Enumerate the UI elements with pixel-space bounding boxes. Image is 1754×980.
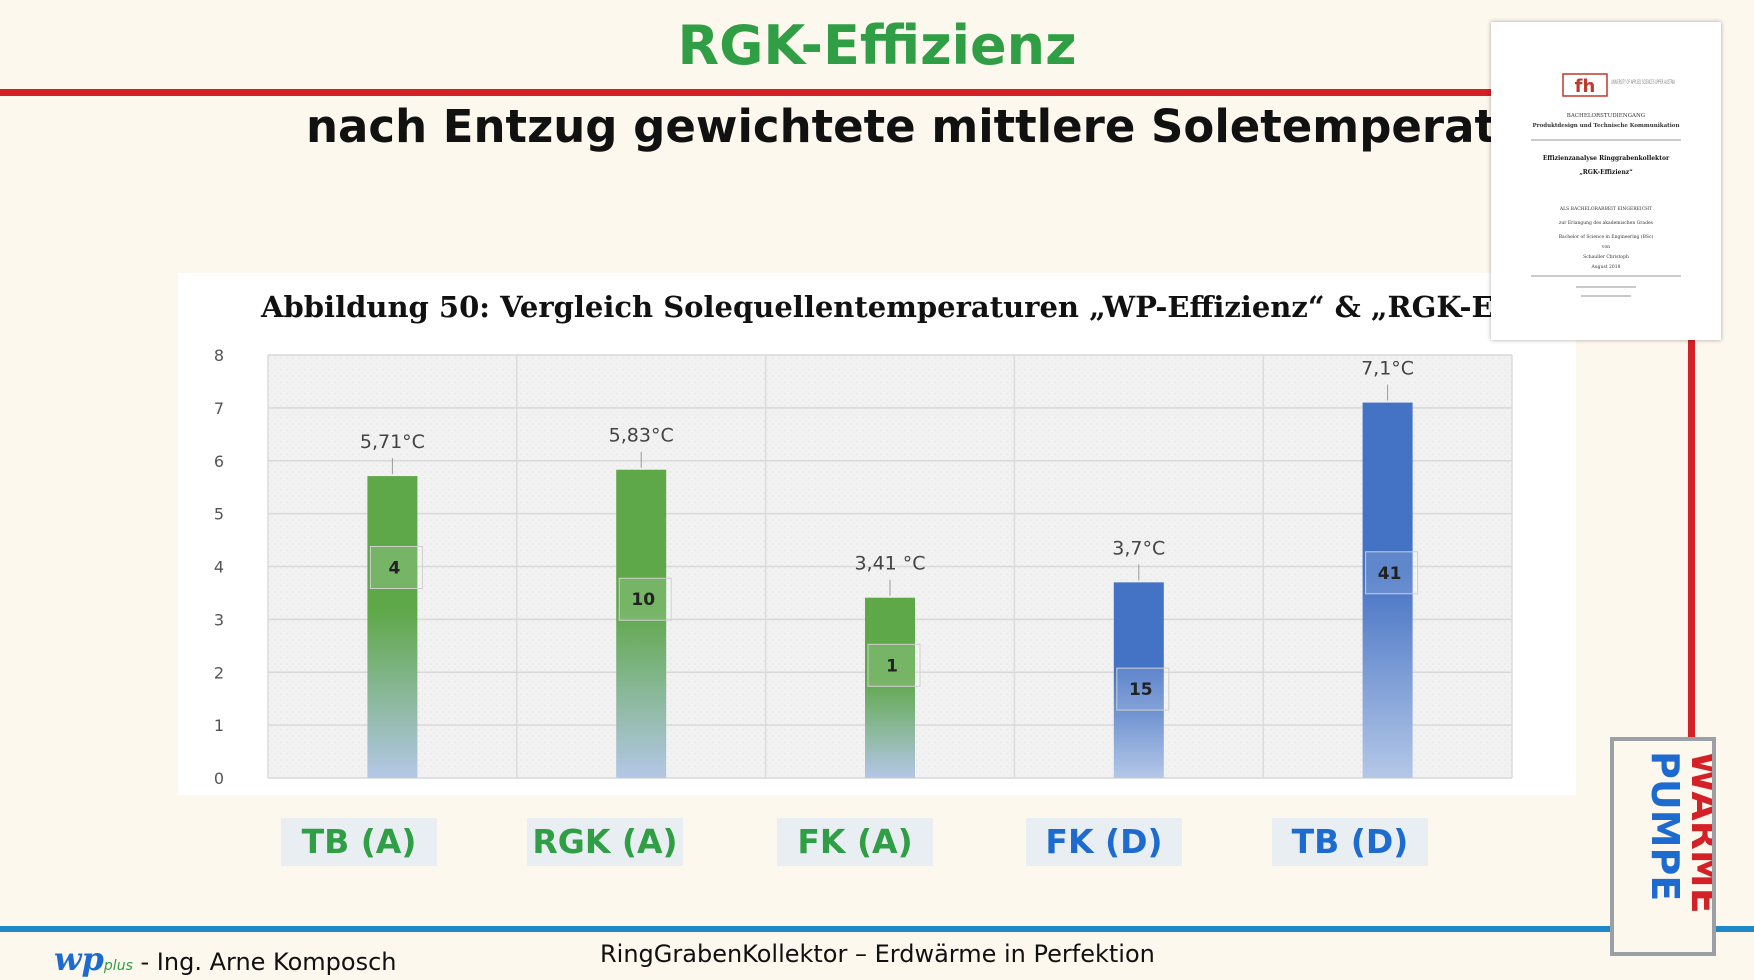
count-label: 41 <box>1378 564 1402 584</box>
wp-logo-plus: plus <box>103 958 133 974</box>
count-label-box <box>1365 551 1419 595</box>
thesis-author: Schauller Christoph <box>1583 254 1629 260</box>
footer-tagline: RingGrabenKollektor – Erdwärme in Perfek… <box>600 940 1155 968</box>
thesis-degree: Bachelor of Science in Engineering (BSc) <box>1559 233 1654 240</box>
wp-logo-icon: wp <box>54 940 104 978</box>
count-label-box <box>867 643 921 687</box>
category-label: RGK (A) <box>527 818 683 866</box>
y-tick-label: 0 <box>214 769 224 788</box>
thesis-purpose: zur Erlangung des akademischen Grades <box>1559 220 1654 226</box>
y-tick-label: 6 <box>214 452 224 471</box>
thesis-by: von <box>1601 245 1610 250</box>
bar <box>1113 582 1164 778</box>
y-tick-label: 7 <box>214 399 224 418</box>
university-name: UNIVERSITY OF APPLIED SCIENCES UPPER AUS… <box>1611 79 1675 86</box>
slide-title: RGK-Effizienz <box>677 14 1077 77</box>
category-label: TB (D) <box>1272 818 1428 866</box>
count-label: 15 <box>1129 680 1153 700</box>
y-tick-label: 8 <box>214 346 224 365</box>
count-label: 4 <box>388 559 400 579</box>
bar <box>1362 402 1413 778</box>
category-label: FK (D) <box>1026 818 1182 866</box>
program-name: Produktdesign und Technische Kommunikati… <box>1533 123 1680 129</box>
thesis-cover-thumbnail: fh UNIVERSITY OF APPLIED SCIENCES UPPER … <box>1491 22 1721 340</box>
footer-author: wpplus - Ing. Arne Komposch <box>54 940 397 978</box>
y-tick-label: 5 <box>214 505 224 524</box>
value-label: 5,71°C <box>360 431 425 453</box>
author-name: - Ing. Arne Komposch <box>140 948 397 976</box>
category-label: TB (A) <box>281 818 437 866</box>
title-divider <box>0 89 1492 96</box>
thesis-subtitle: „RGK-Effizienz“ <box>1579 169 1633 176</box>
count-label-box <box>618 577 672 621</box>
fh-logo-icon <box>1562 73 1608 97</box>
footer-divider <box>0 926 1754 932</box>
bar <box>616 469 667 778</box>
y-tick-label: 4 <box>214 558 224 577</box>
value-label: 5,83°C <box>609 425 674 447</box>
value-label: 3,41 °C <box>854 553 925 575</box>
bar-chart: 0 1 2 3 4 5 6 7 8 5,71°C 4 5,83°C 10 3,41 °C 1 3,7°C 15… <box>214 346 1513 788</box>
count-label: 10 <box>631 590 655 610</box>
right-accent-bar <box>1688 338 1695 740</box>
value-label: 3,7°C <box>1112 537 1165 559</box>
bar <box>367 476 418 778</box>
count-label-box <box>369 546 423 589</box>
y-tick-label: 1 <box>214 716 224 735</box>
chart-title: Abbildung 50: Vergleich Solequellentempe… <box>261 290 1629 324</box>
thesis-date: August 2018 <box>1591 264 1621 270</box>
y-tick-label: 2 <box>214 663 224 682</box>
bar <box>865 597 915 778</box>
bars: 5,71°C 4 5,83°C 10 3,41 °C 1 3,7°C 15 7,1°C 41 <box>360 358 1419 778</box>
program-label: BACHELORSTUDIENGANG <box>1567 113 1645 119</box>
category-label: FK (A) <box>777 818 933 866</box>
slide-subtitle: nach Entzug gewichtete mittlere Soletemp… <box>306 100 1551 153</box>
waermepumpe-logo: WÄRME PUMPE <box>1610 737 1727 956</box>
count-label: 1 <box>886 656 898 676</box>
y-axis-ticks: 0 1 2 3 4 5 6 7 8 <box>214 346 224 788</box>
y-tick-label: 3 <box>214 610 224 629</box>
count-label-box <box>1116 667 1170 711</box>
value-label: 7,1°C <box>1361 358 1414 380</box>
thesis-type: ALS BACHELORARBEIT EINGEREICHT <box>1559 206 1652 212</box>
thesis-title: Effizienzanalyse Ringgrabenkollektor <box>1543 155 1670 162</box>
logo-pumpe-text: PUMPE <box>1643 751 1687 901</box>
svg-text:fh: fh <box>1575 76 1596 97</box>
